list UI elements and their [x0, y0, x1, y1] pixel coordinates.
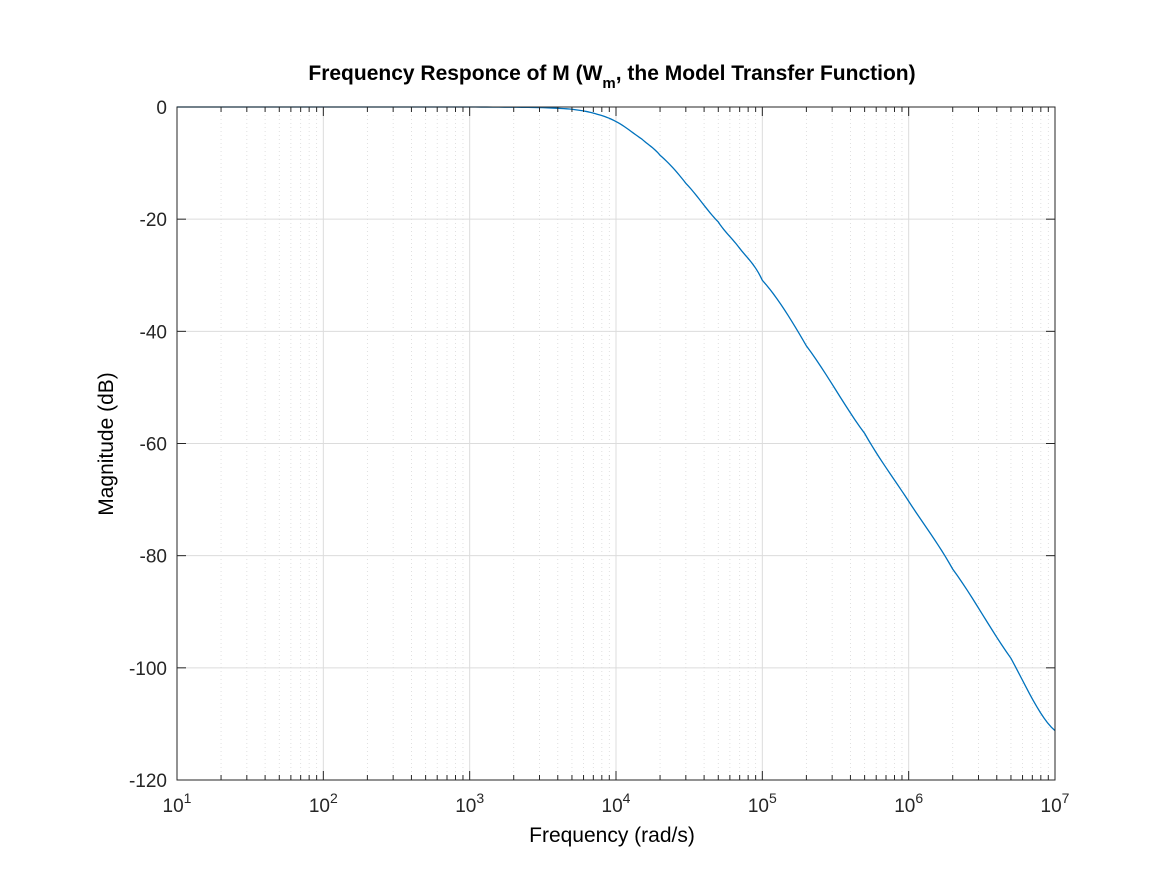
- chart-title-rest: , the Model Transfer Function): [616, 62, 916, 85]
- y-tick-label: -60: [140, 435, 167, 456]
- y-tick-label: -20: [140, 210, 167, 231]
- chart-title-main: Frequency Responce of M (W: [308, 62, 602, 85]
- y-tick-label: 0: [156, 98, 167, 119]
- y-tick-label: -120: [129, 771, 167, 792]
- y-tick-label: -40: [140, 322, 167, 343]
- y-tick-label: -80: [140, 547, 167, 568]
- x-tick-label: 106: [894, 790, 923, 817]
- x-tick-label: 101: [163, 790, 192, 817]
- x-tick-label: 107: [1041, 790, 1070, 817]
- x-tick-labels: 101 102 103 104 105 106 107: [163, 790, 1070, 817]
- axis-ticks: [176, 106, 1056, 781]
- chart-title-subscript: m: [602, 75, 615, 92]
- y-tick-label: -100: [129, 659, 167, 680]
- y-tick-labels: 0 -20 -40 -60 -80 -100 -120: [129, 98, 167, 792]
- x-tick-label: 103: [455, 790, 484, 817]
- x-tick-label: 105: [748, 790, 777, 817]
- x-axis-label: Frequency (rad/s): [529, 824, 695, 847]
- y-axis-label: Magnitude (dB): [95, 372, 118, 516]
- x-tick-label: 102: [309, 790, 338, 817]
- chart-title: Frequency Responce of M (Wm, the Model T…: [308, 62, 915, 92]
- x-tick-label: 104: [602, 790, 631, 817]
